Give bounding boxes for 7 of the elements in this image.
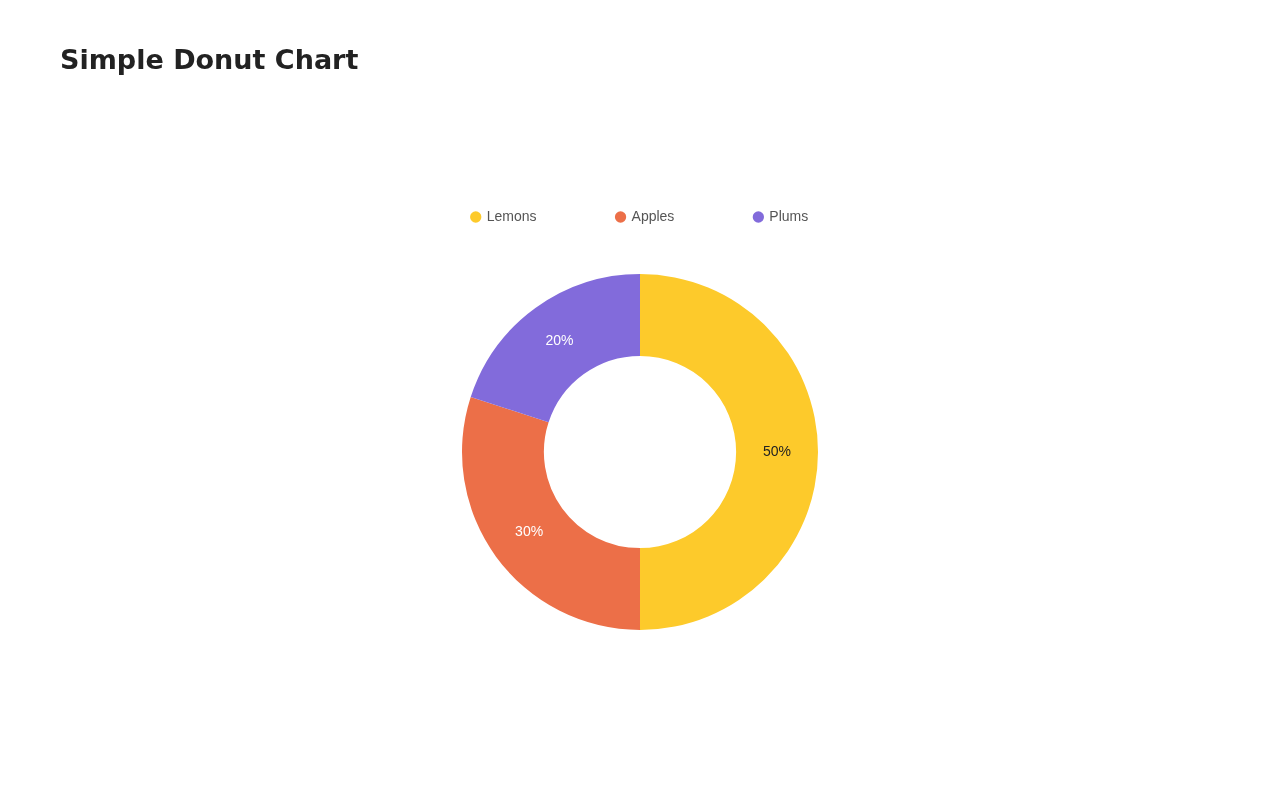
data-label: 50% — [763, 442, 792, 459]
legend-label: Plums — [769, 207, 809, 224]
data-label: 20% — [545, 331, 574, 348]
text: Simple Donut Chart — [60, 44, 359, 75]
legend-label: Apples — [631, 207, 675, 224]
legend-label: Lemons — [486, 207, 537, 224]
data-label: 30% — [515, 523, 544, 540]
